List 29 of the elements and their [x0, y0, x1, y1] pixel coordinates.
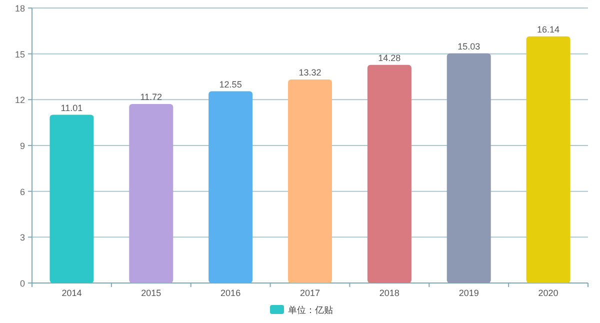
bar	[208, 91, 253, 283]
y-tick-label: 15	[14, 49, 25, 60]
x-tick-label: 2015	[141, 288, 162, 298]
data-label: 11.72	[140, 92, 162, 102]
data-label: 16.14	[537, 24, 560, 34]
x-tick-label: 2020	[538, 288, 558, 298]
x-tick-label: 2014	[62, 288, 82, 298]
bar	[288, 80, 332, 283]
legend-label: 单位：亿贴	[288, 305, 333, 315]
x-tick-label: 2017	[300, 288, 320, 298]
data-label: 12.55	[219, 79, 242, 90]
x-tick-label: 2016	[220, 288, 241, 298]
data-label: 14.28	[378, 52, 401, 63]
data-label: 15.03	[458, 41, 480, 52]
y-tick-label: 18	[14, 4, 25, 14]
y-tick-label: 12	[14, 95, 25, 106]
x-tick-label: 2019	[458, 288, 479, 298]
bar	[526, 36, 570, 283]
y-tick-label: 6	[20, 186, 25, 197]
data-label: 11.01	[60, 102, 83, 113]
data-label: 13.32	[298, 68, 322, 78]
bar	[367, 64, 412, 283]
y-tick-label: 9	[20, 141, 25, 151]
bar	[50, 114, 94, 283]
y-tick-label: 0	[20, 278, 25, 288]
bar	[129, 104, 174, 283]
x-tick-label: 2018	[379, 288, 400, 298]
bar	[446, 53, 491, 283]
y-tick-label: 3	[20, 232, 25, 243]
